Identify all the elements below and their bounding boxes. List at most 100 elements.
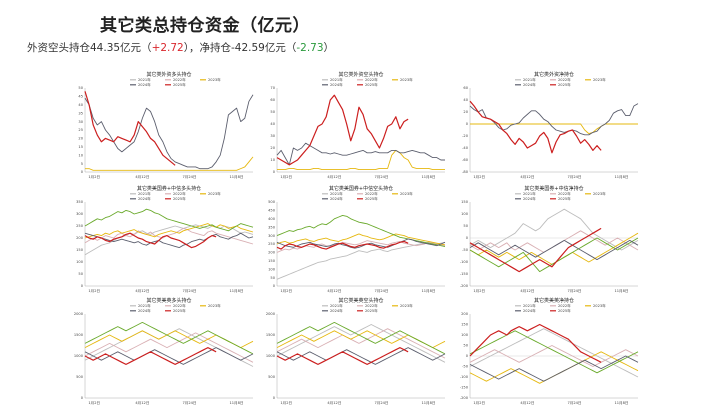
legend-label: 2021年 <box>138 191 151 196</box>
chart-title: 其它类美国券+中信净持仓 <box>524 185 583 192</box>
x-tick-label: 11月8日 <box>614 288 628 293</box>
x-tick-label: 4月12日 <box>520 288 534 293</box>
y-tick-label: 10 <box>270 158 275 162</box>
series-line-2024年 <box>84 232 254 249</box>
y-tick-label: 100 <box>76 260 84 264</box>
x-tick-label: 4月12日 <box>327 400 341 405</box>
y-tick-label: -20 <box>462 134 469 138</box>
series-line-2024年 <box>276 142 445 166</box>
y-tick-label: 50 <box>78 86 83 90</box>
series-line-2025年 <box>276 94 409 166</box>
x-tick-label: 4月12日 <box>135 400 149 405</box>
series-line-2023年 <box>85 156 254 171</box>
series-line-2023年 <box>84 223 254 239</box>
y-tick-label: 100 <box>268 267 276 271</box>
chart-title: 其它类美国券+中信多头持仓 <box>137 185 201 192</box>
subtitle-part2: ），净持仓-42.59亿元（ <box>183 42 297 54</box>
y-tick-label: -200 <box>460 284 469 288</box>
y-tick-label: 100 <box>461 333 469 337</box>
y-tick-label: 0 <box>81 396 84 400</box>
y-tick-label: 0 <box>273 284 276 288</box>
legend-label: 2022年 <box>365 77 378 82</box>
y-tick-label: 60 <box>270 98 275 102</box>
y-tick-label: -60 <box>462 158 469 162</box>
series-line-2025年 <box>84 346 217 366</box>
chart-title: 其它类外资净持仓 <box>534 71 574 78</box>
y-tick-label: 1500 <box>266 333 276 337</box>
legend-label: 2025年 <box>173 82 186 87</box>
legend-label: 2023年 <box>593 303 606 308</box>
x-tick-label: 1月2日 <box>473 174 485 179</box>
legend-label: 2021年 <box>523 191 536 196</box>
y-tick-label: 40 <box>78 103 83 107</box>
y-tick-label: 300 <box>76 212 84 216</box>
chart-title: 其它类外资空头持仓 <box>338 71 383 78</box>
y-tick-label: -150 <box>460 386 469 390</box>
legend-label: 2024年 <box>523 82 536 87</box>
series-line-2024年 <box>276 347 446 365</box>
x-tick-label: 1月2日 <box>473 288 485 293</box>
x-tick-label: 11月8日 <box>421 288 435 293</box>
series-line-2023年 <box>276 233 446 246</box>
legend-label: 2023年 <box>593 77 606 82</box>
series-line-2024年 <box>469 355 639 382</box>
y-tick-label: 200 <box>268 251 276 255</box>
legend-label: 2023年 <box>593 191 606 196</box>
series-line-2022年 <box>84 227 254 245</box>
x-tick-label: 7月24日 <box>374 400 388 405</box>
y-tick-label: -50 <box>462 248 469 252</box>
x-tick-label: 11月8日 <box>229 174 243 179</box>
y-tick-label: 40 <box>270 122 275 126</box>
chart-panel: 其它类美英净持仓 2021年 2022年 2023年 2024年 2025年 -200 -15… <box>460 297 639 408</box>
x-tick-label: 11月8日 <box>229 288 243 293</box>
y-tick-label: 70 <box>270 86 275 90</box>
chart-panel: 其它类美国券+中信多头持仓 2021年 2022年 2023年 2024年 2025年 0 5… <box>76 185 254 296</box>
series-line-2021年 <box>469 208 639 251</box>
legend-label: 2025年 <box>558 196 571 201</box>
y-tick-label: 150 <box>76 248 84 252</box>
y-tick-label: 150 <box>268 259 276 263</box>
legend-label: 2024年 <box>523 196 536 201</box>
series-line-2023年_line <box>469 237 639 273</box>
series-line-2025年 <box>469 227 602 273</box>
legend-label: 2023年 <box>208 191 221 196</box>
chart-title: 其它类美英净持仓 <box>534 297 574 304</box>
y-tick-label: 500 <box>76 375 84 379</box>
page-subtitle: 外资空头持仓44.35亿元（+2.72），净持仓-42.59亿元（-2.73） <box>27 40 334 55</box>
legend-label: 2023年 <box>400 77 413 82</box>
y-tick-label: 30 <box>270 134 275 138</box>
series-line-2021年 <box>469 328 639 378</box>
series-line-2023年_line <box>276 321 446 355</box>
x-tick-label: 7月24日 <box>182 400 196 405</box>
chart-title: 其它类美英空头持仓 <box>338 297 383 304</box>
y-tick-label: -100 <box>460 375 469 379</box>
y-tick-label: -40 <box>462 146 469 150</box>
y-tick-label: 15 <box>78 145 83 149</box>
chart-panel: 其它类外资净持仓 2021年 2022年 2023年 2024年 2025年 -80 -60 -… <box>462 71 639 182</box>
y-tick-label: -200 <box>460 396 469 400</box>
y-tick-label: 60 <box>463 86 468 90</box>
y-tick-label: -100 <box>460 260 469 264</box>
series-line-2021年 <box>84 224 254 256</box>
series-line-2021年 <box>276 324 446 363</box>
page-title: 其它类总持仓资金（亿元） <box>100 16 310 36</box>
legend-label: 2023年 <box>208 303 221 308</box>
y-tick-label: 1500 <box>74 333 84 337</box>
y-tick-label: 250 <box>76 224 84 228</box>
series-line-2024年 <box>276 238 446 249</box>
y-tick-label: 50 <box>270 110 275 114</box>
chart-title: 其它类美英多头持仓 <box>146 297 191 304</box>
y-tick-label: 0 <box>81 284 84 288</box>
y-tick-label: 50 <box>463 224 468 228</box>
y-tick-label: 0 <box>273 396 276 400</box>
x-tick-label: 7月24日 <box>182 174 196 179</box>
y-tick-label: 45 <box>78 95 83 99</box>
y-tick-label: 0 <box>466 236 469 240</box>
y-tick-label: 0 <box>466 354 469 358</box>
series-line-2023年_line <box>84 321 254 355</box>
